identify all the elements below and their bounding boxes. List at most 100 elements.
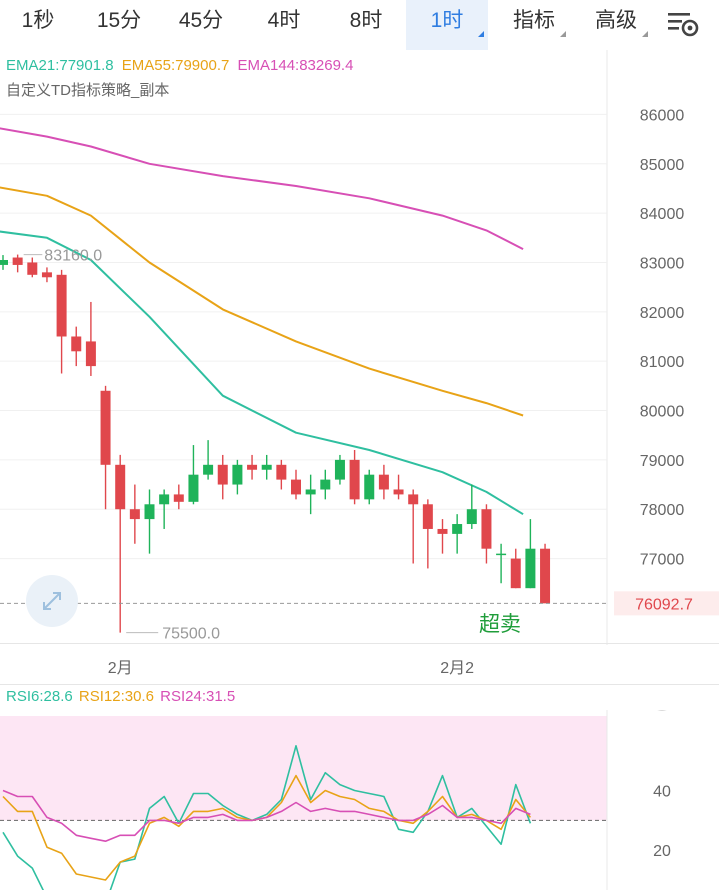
dropdown-corner-icon <box>642 31 648 37</box>
high-marker-label: 83160.0 <box>44 248 102 265</box>
tab-label: 1时 <box>430 9 464 32</box>
price-axis: 86000 85000 84000 83000 82000 81000 80000 79000… <box>640 107 685 568</box>
candle <box>305 474 316 515</box>
dropdown-corner-icon <box>478 31 484 37</box>
price-tick-label: 85000 <box>640 157 685 174</box>
candle <box>71 326 82 367</box>
candle <box>334 454 345 485</box>
candle <box>203 440 214 480</box>
candle <box>393 474 404 500</box>
candle <box>173 484 184 510</box>
overbought-zone <box>0 716 607 821</box>
price-chart[interactable]: 86000 85000 84000 83000 82000 81000 80000 79000… <box>0 50 719 645</box>
rsi-overbought-zone <box>0 716 607 821</box>
candle <box>115 454 126 633</box>
candle <box>129 484 140 544</box>
price-tick-label: 83000 <box>640 255 685 272</box>
ema55-legend: EMA55:79900.7 <box>121 57 230 74</box>
candle <box>56 269 67 374</box>
rsi-divider <box>0 684 719 685</box>
price-tick-label: 81000 <box>640 354 685 371</box>
rsi-tick-label: 40 <box>653 784 671 801</box>
rsi24-line <box>2 789 531 842</box>
candles <box>0 254 551 633</box>
tab-1s[interactable]: 1秒 <box>4 0 72 50</box>
candle <box>437 519 448 554</box>
price-tick-label: 79000 <box>640 453 685 470</box>
price-tick-label: 82000 <box>640 305 685 322</box>
rsi-chart[interactable]: 40 20 K <box>0 710 719 890</box>
time-axis: 2月 2月2 <box>0 644 719 684</box>
indicator-name: 自定义TD指标策略_副本 <box>6 82 170 99</box>
candle <box>0 255 8 270</box>
ema144-legend: EMA144:83269.4 <box>237 57 354 74</box>
candle <box>27 257 38 278</box>
candle <box>276 459 287 490</box>
candle <box>510 548 521 589</box>
rsi12-legend: RSI12:30.6 <box>78 688 154 705</box>
candle <box>232 459 243 495</box>
candle <box>481 504 492 564</box>
rsi-lines <box>2 744 532 890</box>
candle <box>320 469 331 500</box>
tab-label: 高级 <box>595 9 637 32</box>
current-price-badge <box>614 591 719 616</box>
tab-1h[interactable]: 1时 <box>406 0 488 50</box>
candle <box>100 385 111 510</box>
candle <box>41 267 52 283</box>
oversold-signal-label: 超卖 <box>479 613 521 636</box>
candle <box>261 454 272 480</box>
tab-label: 1秒 <box>21 9 55 32</box>
ema-lines <box>0 127 524 516</box>
ema21-legend: EMA21:77901.8 <box>6 57 114 74</box>
expand-icon <box>43 592 61 610</box>
price-markers: 76092.7 83160.0 75500.0 <box>0 248 719 643</box>
candle <box>12 254 23 273</box>
tab-label: 45分 <box>178 9 224 32</box>
price-tick-label: 86000 <box>640 107 685 124</box>
tab-label: 4时 <box>267 9 301 32</box>
price-tick-label: 84000 <box>640 206 685 223</box>
chart-settings-button[interactable] <box>662 4 710 42</box>
candle <box>85 301 96 376</box>
tab-8h[interactable]: 8时 <box>332 0 400 50</box>
tab-label: 指标 <box>513 9 555 32</box>
candle <box>466 484 477 529</box>
ema144-line <box>0 127 524 250</box>
candle <box>422 499 433 569</box>
time-tick-label: 2月2 <box>440 660 475 677</box>
candle <box>408 489 419 564</box>
rsi-legend: RSI6:28.6 RSI12:30.6 RSI24:31.5 <box>6 688 235 705</box>
low-marker-label: 75500.0 <box>162 626 220 643</box>
time-axis-divider <box>0 643 719 644</box>
tab-4h[interactable]: 4时 <box>250 0 318 50</box>
tab-advanced[interactable]: 高级 <box>580 0 652 50</box>
tab-indicators[interactable]: 指标 <box>498 0 570 50</box>
ema-legend: EMA21:77901.8 EMA55:79900.7 EMA144:83269… <box>6 57 353 74</box>
tab-45m[interactable]: 45分 <box>164 0 238 50</box>
candle <box>159 489 170 529</box>
timeframe-tabs: 1秒 15分 45分 4时 8时 1时 指标 高级 <box>0 0 719 50</box>
collapse-indicator-button[interactable]: K <box>651 710 673 711</box>
candle <box>452 514 463 554</box>
tab-label: 8时 <box>349 9 383 32</box>
dropdown-corner-icon <box>560 31 566 37</box>
current-price-label: 76092.7 <box>635 596 693 613</box>
candle <box>144 489 155 554</box>
rsi-axis: 40 20 <box>653 784 671 861</box>
candle <box>188 445 199 505</box>
price-tick-label: 80000 <box>640 404 685 421</box>
tab-label: 15分 <box>96 9 142 32</box>
candle <box>364 469 375 505</box>
rsi24-legend: RSI24:31.5 <box>160 688 236 705</box>
expand-chart-button[interactable] <box>26 575 78 627</box>
candle <box>217 454 228 500</box>
rsi6-line <box>2 744 532 890</box>
price-tick-label: 78000 <box>640 502 685 519</box>
price-grid <box>0 50 608 645</box>
chart-settings-icon <box>668 13 699 37</box>
rsi-tick-label: 20 <box>653 843 671 860</box>
candle <box>349 450 360 505</box>
tab-15m[interactable]: 15分 <box>82 0 156 50</box>
candle <box>540 543 551 604</box>
